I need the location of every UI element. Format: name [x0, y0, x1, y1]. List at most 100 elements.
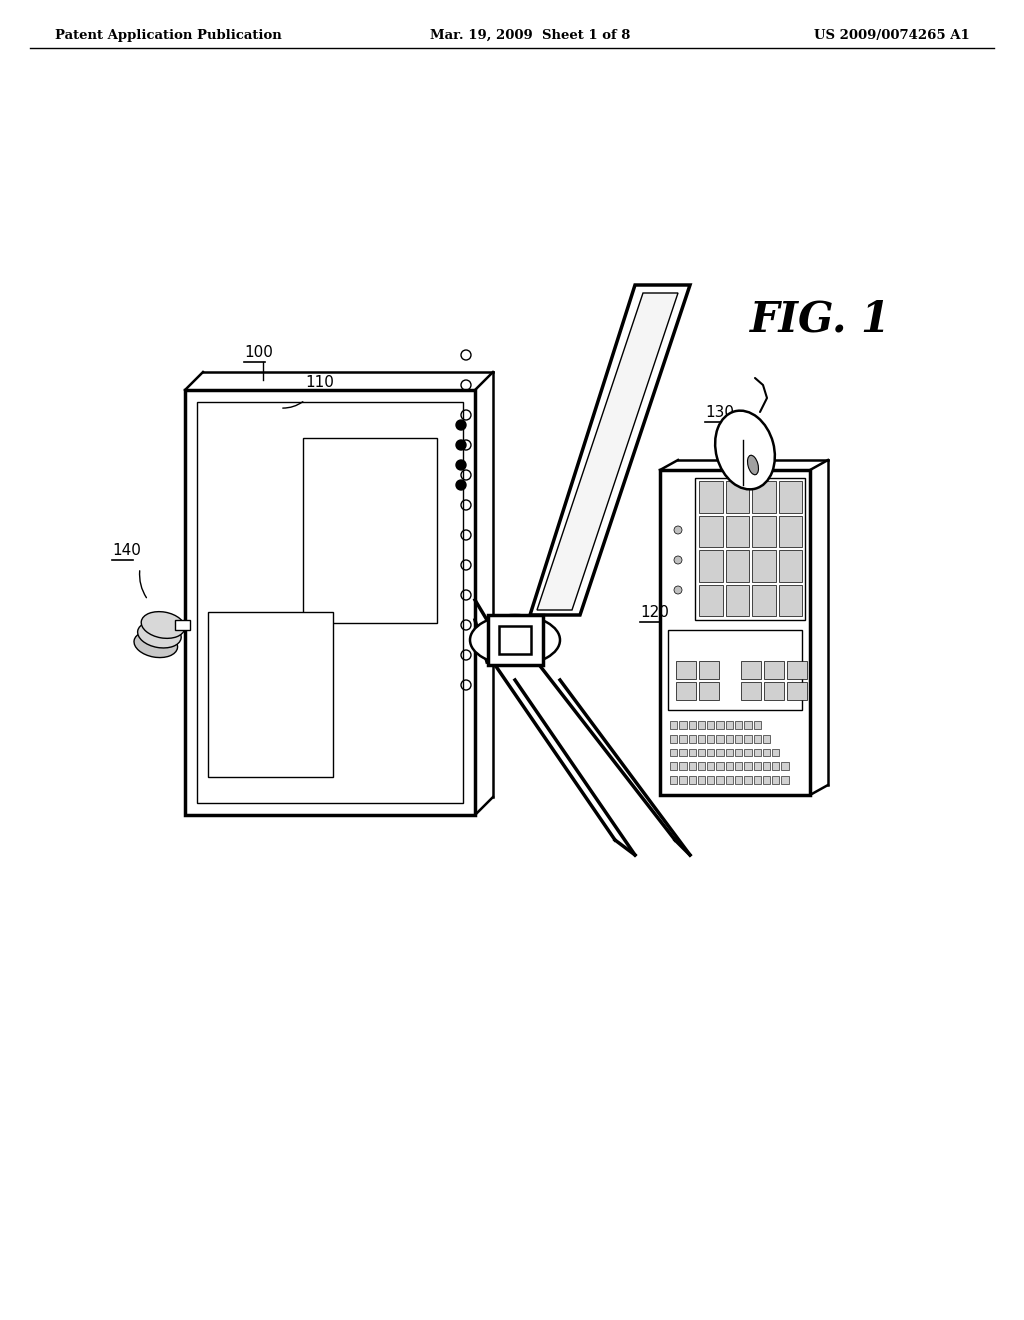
Bar [778, 585, 802, 616]
Circle shape [456, 480, 466, 490]
Text: 140: 140 [112, 543, 141, 558]
Bar [698, 721, 706, 729]
Circle shape [674, 556, 682, 564]
Bar [708, 735, 715, 743]
Polygon shape [537, 663, 675, 840]
Bar [726, 748, 733, 756]
Bar [708, 763, 715, 770]
Polygon shape [185, 389, 475, 814]
Bar [778, 550, 802, 582]
Bar [787, 661, 807, 678]
Bar [754, 748, 761, 756]
Bar [679, 763, 686, 770]
Bar [699, 585, 723, 616]
Text: 100: 100 [244, 345, 272, 360]
Bar [744, 721, 752, 729]
Bar [699, 682, 719, 700]
Text: 112: 112 [225, 655, 254, 671]
Bar [708, 721, 715, 729]
Bar [764, 682, 784, 700]
Bar [499, 626, 531, 653]
Bar [698, 735, 706, 743]
Bar [676, 661, 696, 678]
Circle shape [456, 440, 466, 450]
Bar [668, 630, 802, 710]
Bar [698, 763, 706, 770]
Bar [752, 516, 775, 546]
Bar [679, 776, 686, 784]
Bar [708, 776, 715, 784]
Bar [699, 516, 723, 546]
Bar [726, 721, 733, 729]
Ellipse shape [134, 631, 177, 657]
Bar [725, 585, 749, 616]
Bar [735, 735, 742, 743]
Bar [754, 776, 761, 784]
Bar [717, 748, 724, 756]
Bar [688, 735, 696, 743]
Bar [698, 748, 706, 756]
Bar [717, 763, 724, 770]
Polygon shape [530, 285, 690, 615]
Circle shape [456, 420, 466, 430]
Bar [754, 763, 761, 770]
Bar [488, 615, 543, 665]
Bar [679, 735, 686, 743]
Bar [717, 776, 724, 784]
Text: Mar. 19, 2009  Sheet 1 of 8: Mar. 19, 2009 Sheet 1 of 8 [430, 29, 631, 41]
Bar [670, 763, 677, 770]
Bar [781, 763, 788, 770]
Circle shape [456, 459, 466, 470]
Bar [175, 620, 190, 630]
Bar [781, 776, 788, 784]
Bar [787, 682, 807, 700]
Bar [772, 748, 779, 756]
Bar [676, 682, 696, 700]
Bar [763, 776, 770, 784]
Bar [688, 721, 696, 729]
Bar [679, 721, 686, 729]
Bar [744, 748, 752, 756]
Ellipse shape [748, 455, 759, 475]
Bar [679, 748, 686, 756]
Bar [303, 438, 437, 623]
Bar [772, 763, 779, 770]
Bar [726, 776, 733, 784]
Ellipse shape [137, 622, 181, 648]
Bar [698, 776, 706, 784]
Bar [725, 516, 749, 546]
Bar [778, 480, 802, 512]
Bar [744, 776, 752, 784]
Bar [741, 661, 761, 678]
Ellipse shape [715, 411, 775, 490]
Bar [717, 721, 724, 729]
Bar [744, 735, 752, 743]
Bar [688, 748, 696, 756]
Circle shape [674, 586, 682, 594]
Bar [670, 748, 677, 756]
Bar [699, 550, 723, 582]
Bar [725, 550, 749, 582]
Ellipse shape [470, 615, 560, 665]
Bar [752, 550, 775, 582]
Bar [744, 763, 752, 770]
Bar [754, 721, 761, 729]
Bar [763, 763, 770, 770]
Text: 130: 130 [705, 405, 734, 420]
Bar [735, 748, 742, 756]
Bar [699, 661, 719, 678]
Bar [670, 776, 677, 784]
Bar [778, 516, 802, 546]
Bar [670, 735, 677, 743]
Bar [726, 763, 733, 770]
Bar [735, 776, 742, 784]
Bar [670, 721, 677, 729]
Text: 114: 114 [335, 560, 364, 576]
Ellipse shape [141, 611, 184, 639]
Bar [725, 480, 749, 512]
Bar [735, 721, 742, 729]
Polygon shape [537, 293, 678, 610]
Bar [764, 661, 784, 678]
Bar [763, 735, 770, 743]
Text: 110: 110 [305, 375, 334, 389]
